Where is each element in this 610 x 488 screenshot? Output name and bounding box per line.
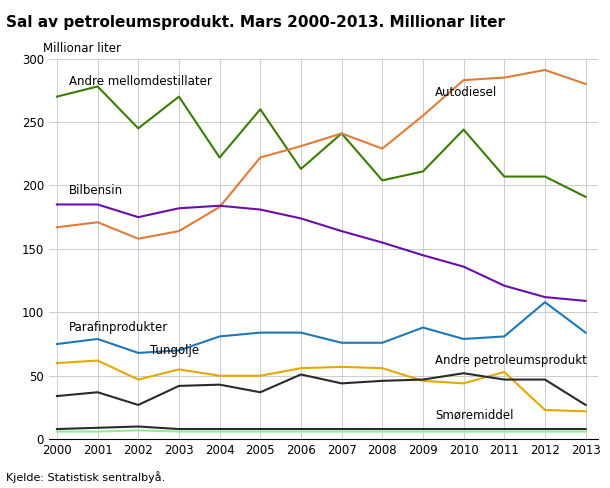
Text: Andre petroleumsprodukt: Andre petroleumsprodukt	[435, 354, 587, 367]
Text: Sal av petroleumsprodukt. Mars 2000-2013. Millionar liter: Sal av petroleumsprodukt. Mars 2000-2013…	[6, 15, 505, 30]
Text: Autodiesel: Autodiesel	[435, 86, 497, 99]
Text: Andre mellomdestillater: Andre mellomdestillater	[69, 75, 212, 88]
Text: Bilbensin: Bilbensin	[69, 184, 123, 197]
Text: Tungolje: Tungolje	[151, 344, 199, 357]
Text: Parafinprodukter: Parafinprodukter	[69, 321, 168, 334]
Text: Millionar liter: Millionar liter	[43, 42, 121, 55]
Text: Kjelde: Statistisk sentralbyå.: Kjelde: Statistisk sentralbyå.	[6, 471, 165, 483]
Text: Smøremiddel: Smøremiddel	[435, 408, 514, 422]
